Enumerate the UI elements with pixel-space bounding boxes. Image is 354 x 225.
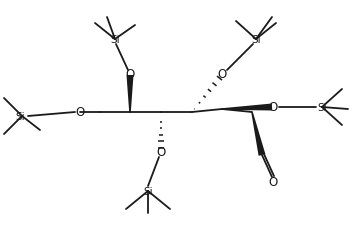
Text: O: O [268,176,278,189]
Polygon shape [251,112,266,156]
Text: O: O [156,146,166,159]
Text: O: O [75,106,85,119]
Polygon shape [222,104,272,111]
Text: Si: Si [317,103,327,112]
Text: Si: Si [110,35,120,45]
Text: Si: Si [143,186,153,196]
Text: Si: Si [251,35,261,45]
Text: O: O [125,68,135,81]
Text: Si: Si [15,112,25,122]
Text: O: O [268,101,278,114]
Text: O: O [217,68,227,81]
Polygon shape [126,76,133,112]
